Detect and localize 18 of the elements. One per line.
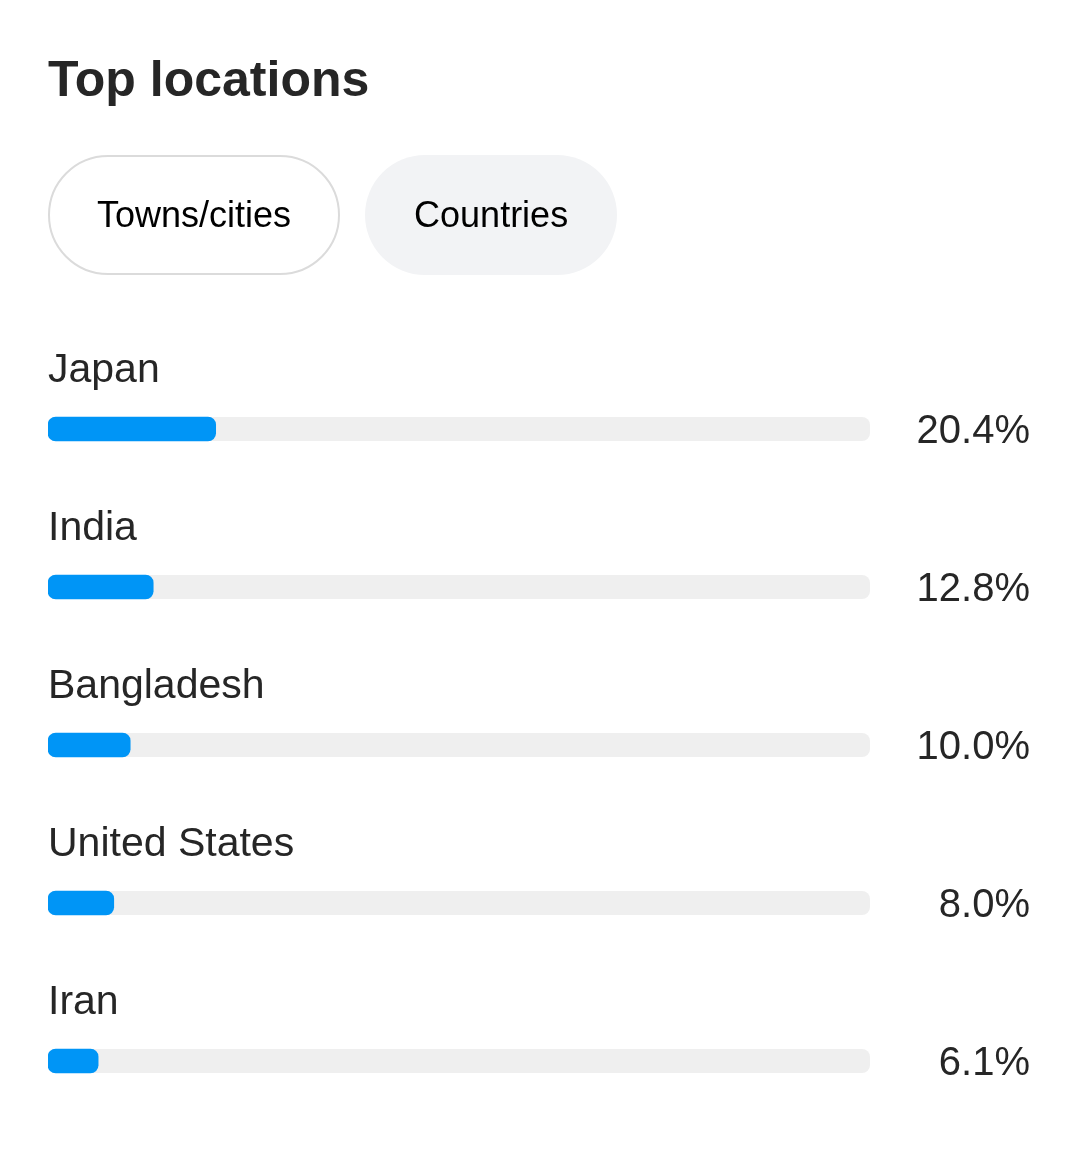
bar	[48, 732, 131, 758]
y-tick-label: Japan	[48, 345, 160, 391]
bar	[48, 890, 115, 916]
text: Countries	[414, 194, 569, 236]
data-label: 8.0%	[938, 881, 1030, 926]
data-label: 12.8%	[916, 565, 1030, 610]
bar	[48, 574, 154, 600]
y-tick-label: Bangladesh	[48, 661, 265, 707]
y-tick-label: Iran	[48, 977, 119, 1023]
data-label: 20.4%	[916, 407, 1030, 452]
y-tick-label: India	[48, 503, 138, 549]
text: Towns/cities	[97, 194, 292, 236]
bar	[48, 1048, 99, 1074]
chart-title: Top locations	[48, 51, 370, 107]
data-label: 6.1%	[938, 1039, 1030, 1084]
bar	[48, 416, 217, 442]
y-tick-label: United States	[48, 819, 295, 865]
data-label: 10.0%	[916, 723, 1030, 768]
